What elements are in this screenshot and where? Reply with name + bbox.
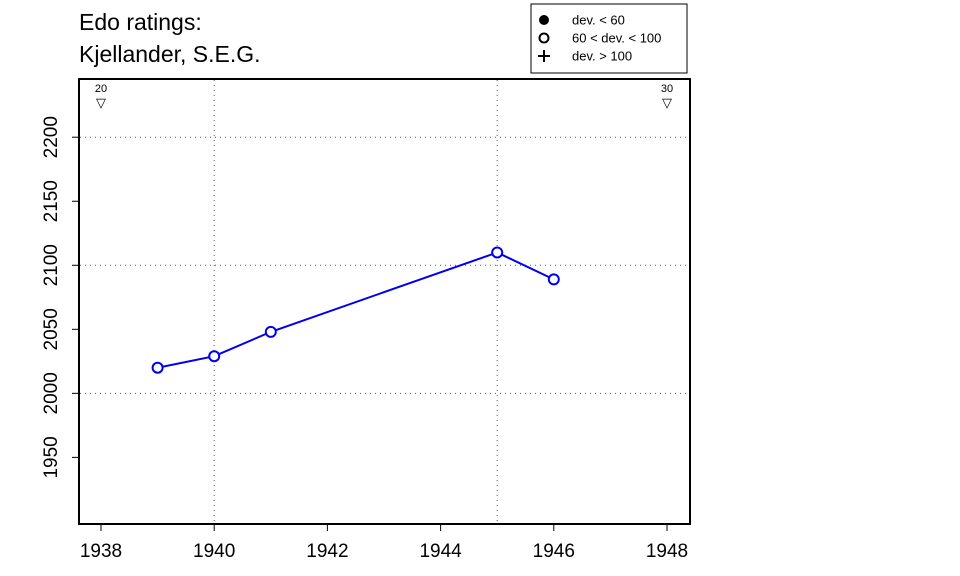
x-tick-label-1938: 1938 (80, 541, 122, 562)
legend-label-2: dev. > 100 (572, 49, 632, 64)
y-tick-label-2100: 2100 (41, 244, 62, 286)
data-point-1946 (547, 273, 560, 286)
legend-label-0: dev. < 60 (572, 13, 625, 28)
x-tick-label-1940: 1940 (193, 541, 235, 562)
chart-title-line-2: Kjellander, S.E.G. (79, 41, 261, 67)
y-tick-label-2200: 2200 (41, 116, 62, 158)
x-tick-label-1946: 1946 (533, 541, 575, 562)
data-point-1945 (491, 246, 504, 259)
data-point-1940 (208, 350, 221, 363)
legend-label-1: 60 < dev. < 100 (572, 31, 661, 46)
y-tick-label-1950: 1950 (41, 436, 62, 478)
x-tick-label-1948: 1948 (646, 541, 688, 562)
data-point-1941 (264, 325, 277, 338)
legend-open-circle-icon (538, 32, 550, 44)
y-tick-label-2150: 2150 (41, 180, 62, 222)
x-tick-label-1942: 1942 (306, 541, 348, 562)
top-marker-triangle-icon: ▽ (96, 96, 106, 111)
y-tick-label-2000: 2000 (41, 372, 62, 414)
legend-filled-circle-icon (539, 15, 549, 25)
top-marker-triangle-icon: ▽ (662, 96, 672, 111)
x-tick-label-1944: 1944 (419, 541, 462, 562)
plot-frame (78, 78, 691, 525)
data-point-1939 (151, 361, 164, 374)
legend-box (530, 3, 688, 74)
legend-plus-icon (538, 50, 550, 62)
chart-title-line-1: Edo ratings: (79, 9, 202, 35)
y-tick-label-2050: 2050 (41, 308, 62, 350)
top-marker-label-20: 20 (95, 83, 107, 95)
series-line-0 (157, 251, 555, 369)
top-marker-label-30: 30 (661, 83, 673, 95)
